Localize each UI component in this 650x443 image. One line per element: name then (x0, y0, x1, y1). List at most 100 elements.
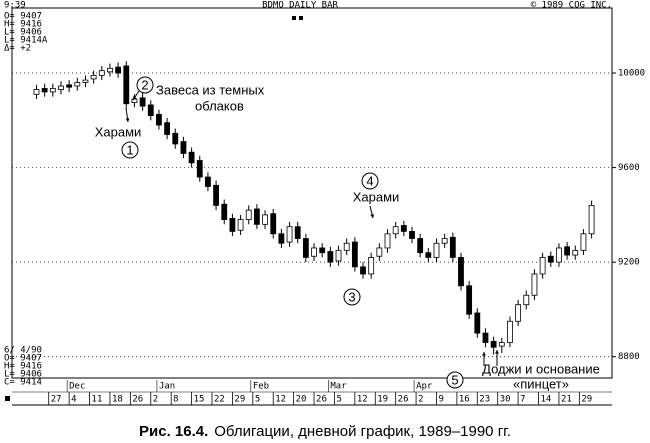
candle-body (327, 251, 334, 263)
candle-body (278, 233, 285, 244)
candle-body (466, 285, 473, 315)
x-tick-label: 26 (316, 395, 327, 405)
candle-body (360, 266, 366, 275)
candle-body (294, 226, 301, 239)
candle-body (490, 340, 497, 348)
x-tick-label: 2 (418, 395, 423, 405)
month-label: Apr (416, 382, 433, 392)
x-tick-label: 5 (255, 395, 260, 405)
arrow-head (482, 352, 486, 356)
candle-body (41, 87, 48, 93)
info-top: O= 9407 (4, 12, 42, 22)
month-label: Mar (330, 382, 347, 392)
month-label: Feb (253, 382, 269, 392)
candle-body (213, 184, 219, 206)
candle-body (270, 213, 277, 235)
annotation-circle (121, 141, 139, 159)
candle-body (221, 203, 228, 220)
candle-body (482, 332, 489, 343)
arrow-head (495, 350, 499, 354)
candle-body (351, 241, 358, 268)
marker-square (5, 396, 10, 401)
x-tick-label: 29 (581, 395, 592, 405)
x-tick-label: 16 (459, 395, 470, 405)
y-tick-label: 10000 (618, 69, 645, 79)
arrow-head (370, 214, 375, 218)
candle-body (302, 238, 309, 258)
candle-body (286, 226, 293, 243)
annotation: «пинцет» (513, 376, 569, 391)
header-copyright: © 1989 CQG INC. (531, 1, 612, 11)
candle-body (311, 247, 317, 257)
candle-body (229, 218, 236, 232)
candle-body (498, 342, 505, 347)
candle-body (449, 236, 456, 258)
x-tick-label: 4 (71, 395, 76, 405)
x-tick-label: 8 (173, 395, 178, 405)
candle-body (474, 312, 481, 334)
candle-body (164, 122, 171, 135)
info-top: Δ= +2 (4, 44, 31, 54)
candle-body (433, 242, 440, 258)
arrow-head (125, 118, 130, 122)
candle-body (417, 238, 424, 254)
candle-body (507, 320, 513, 343)
annotation: 1 (126, 142, 133, 157)
annotation: 5 (451, 372, 458, 387)
candle-body (547, 255, 554, 263)
caption-text: Облигации, дневной график, 1989–1990 гг. (214, 423, 511, 440)
annotation-circle (361, 172, 379, 190)
annotation: облаков (195, 98, 244, 113)
annotation-circle (136, 76, 154, 94)
candle-body (523, 294, 530, 306)
candle-body (58, 85, 64, 90)
candle-body (115, 66, 122, 74)
candle-body (384, 233, 391, 249)
candle-body (98, 70, 105, 76)
x-tick-label: 7 (520, 395, 525, 405)
info-bottom: C= 9414 (4, 378, 42, 388)
candle-body (123, 65, 130, 105)
annotation-circle (446, 371, 464, 389)
x-tick-label: 11 (92, 395, 103, 405)
candle-body (556, 247, 562, 263)
x-tick-label: 20 (296, 395, 307, 405)
candle-body (564, 246, 571, 256)
candle-body (188, 151, 195, 164)
annotation: 2 (141, 77, 148, 92)
candle-body (539, 257, 546, 275)
info-bottom: O= 9407 (4, 354, 42, 364)
candle-body (425, 252, 432, 258)
x-tick-label: 18 (112, 395, 123, 405)
candle-body (147, 104, 154, 116)
candle-body (262, 214, 268, 225)
y-tick-label: 9600 (618, 163, 640, 173)
candle-body (409, 231, 415, 239)
candle-body (392, 226, 399, 235)
info-top: H= 9416 (4, 20, 42, 30)
candle-body (572, 249, 579, 256)
x-tick-label: 5 (336, 395, 341, 405)
candle-body (33, 89, 40, 95)
x-tick-label: 26 (398, 395, 409, 405)
candle-body (580, 233, 587, 251)
candle-body (49, 87, 56, 93)
header-title: BDMO DAILY BAR (262, 1, 338, 11)
x-tick-label: 27 (51, 395, 62, 405)
candle-body (180, 141, 187, 154)
x-tick-label: 15 (194, 395, 205, 405)
x-tick-label: 9 (438, 395, 443, 405)
candle-body (139, 97, 146, 107)
x-tick-label: 12 (275, 395, 286, 405)
x-tick-label: 12 (357, 395, 368, 405)
x-tick-label: 23 (479, 395, 490, 405)
annotation: Харами (95, 124, 142, 139)
x-tick-label: 30 (500, 395, 511, 405)
marker-square (292, 16, 296, 20)
candle-body (196, 160, 203, 178)
candle-body (66, 84, 73, 88)
annotation: 3 (348, 289, 355, 304)
candle-body (156, 113, 162, 126)
candle-body (343, 242, 350, 251)
annotation: Завеса из темных (156, 82, 265, 97)
